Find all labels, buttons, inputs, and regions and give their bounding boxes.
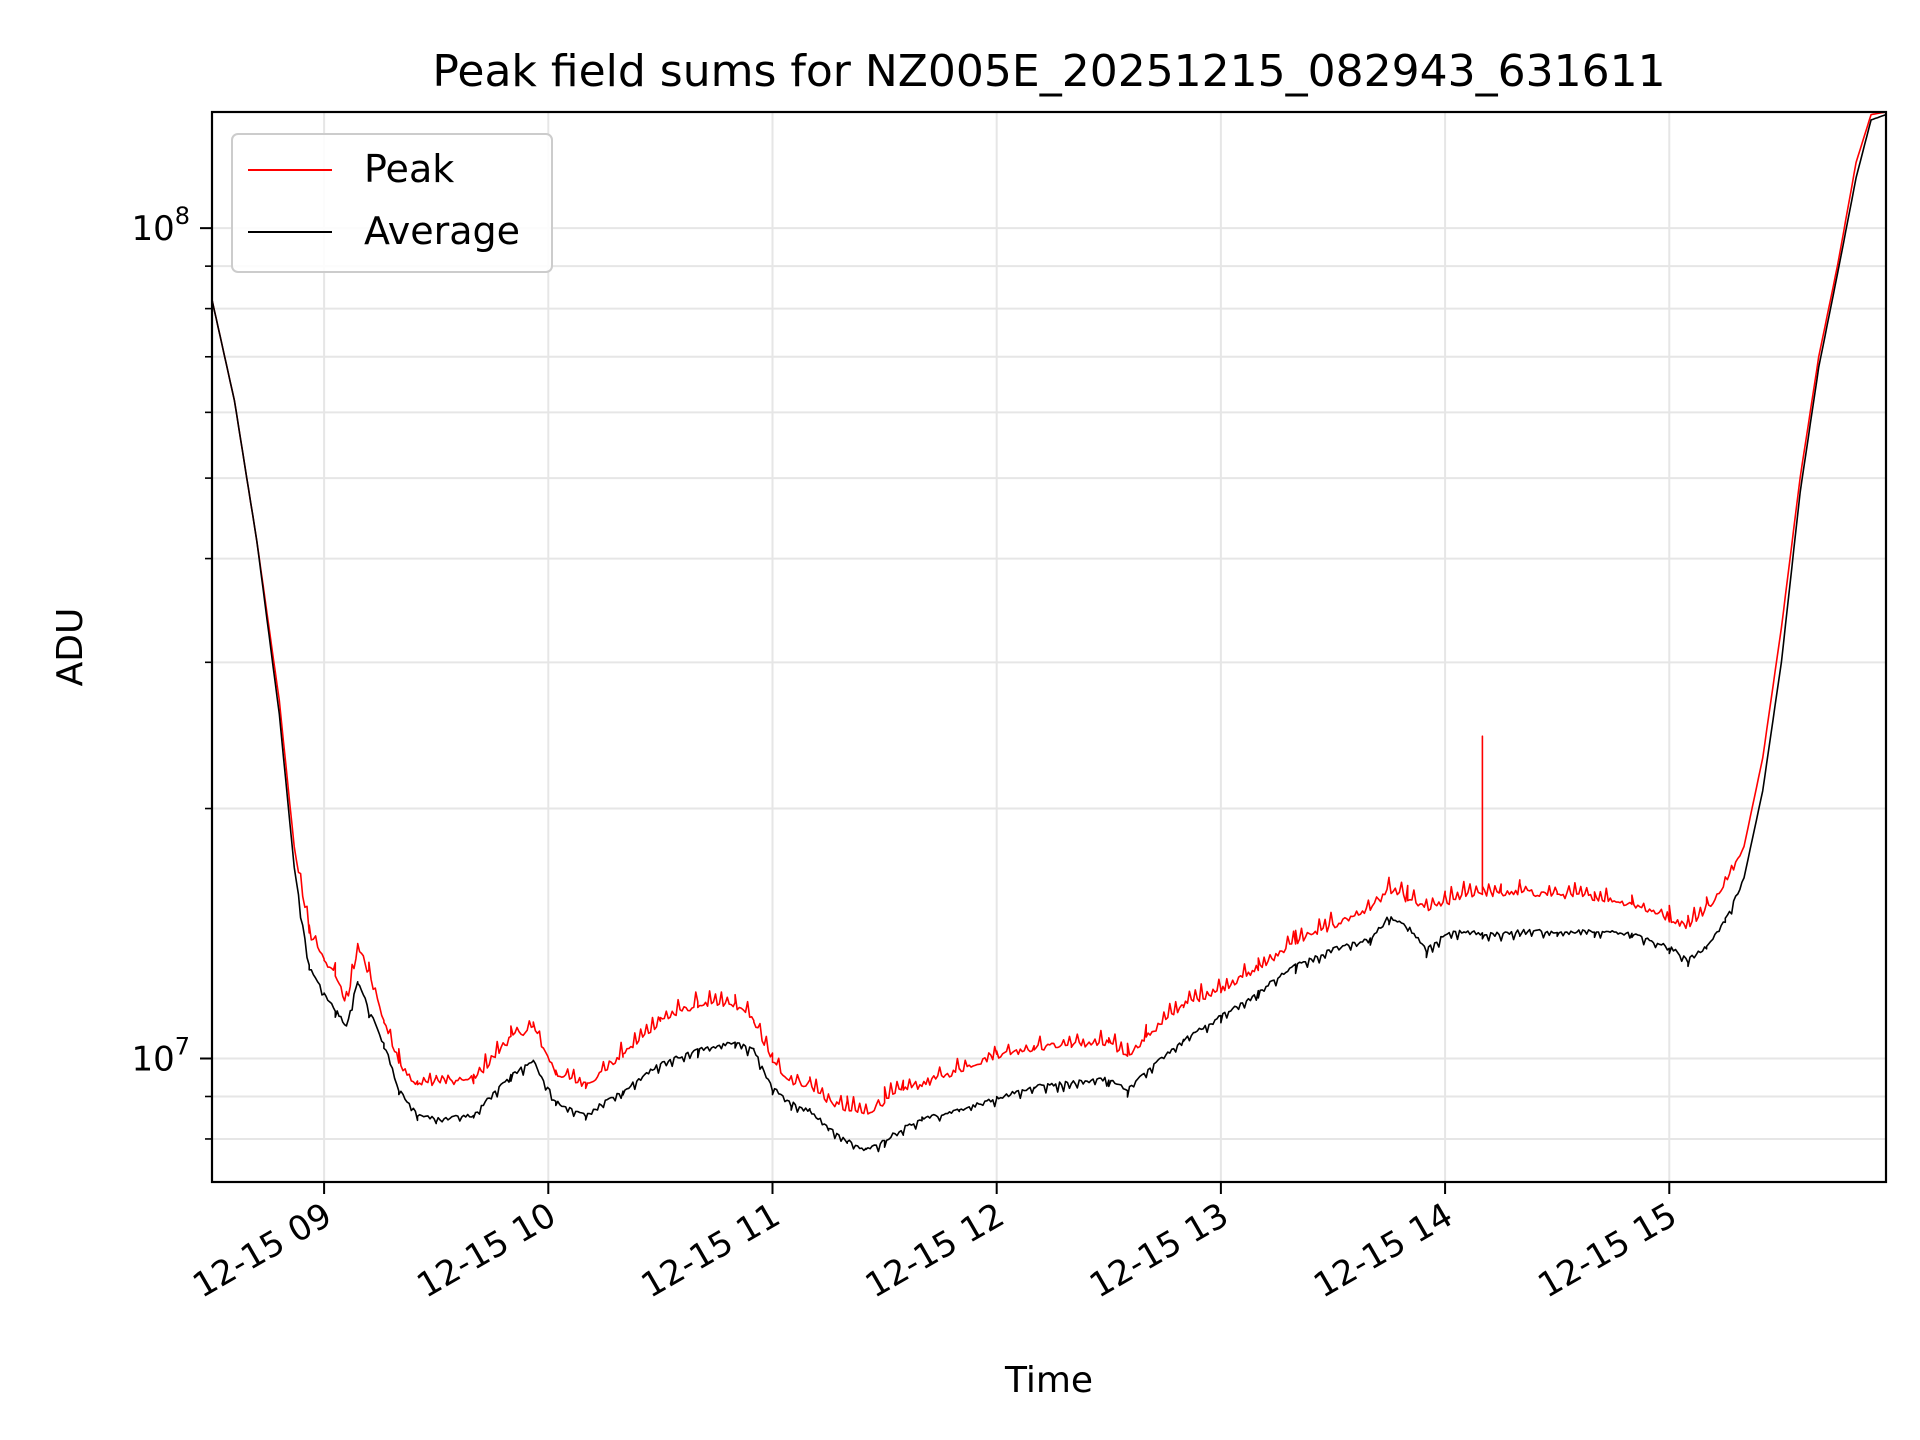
y-axis-label: ADU	[50, 608, 91, 687]
plot-frame	[210, 110, 1888, 1184]
series-line-average	[212, 113, 1886, 1153]
legend-average-label: Average	[364, 209, 520, 253]
legend-box	[231, 133, 553, 273]
series-layer	[212, 112, 1886, 1153]
legend-peak-label: Peak	[364, 147, 454, 191]
legend: Peak Average	[231, 133, 553, 273]
x-axis-label: Time	[1004, 1360, 1093, 1401]
series-line-peak	[212, 112, 1886, 1115]
chart-title: Peak field sums for NZ005E_20251215_0829…	[432, 46, 1665, 97]
y-tick-label: 107	[131, 1032, 190, 1079]
grid	[212, 112, 1886, 1182]
